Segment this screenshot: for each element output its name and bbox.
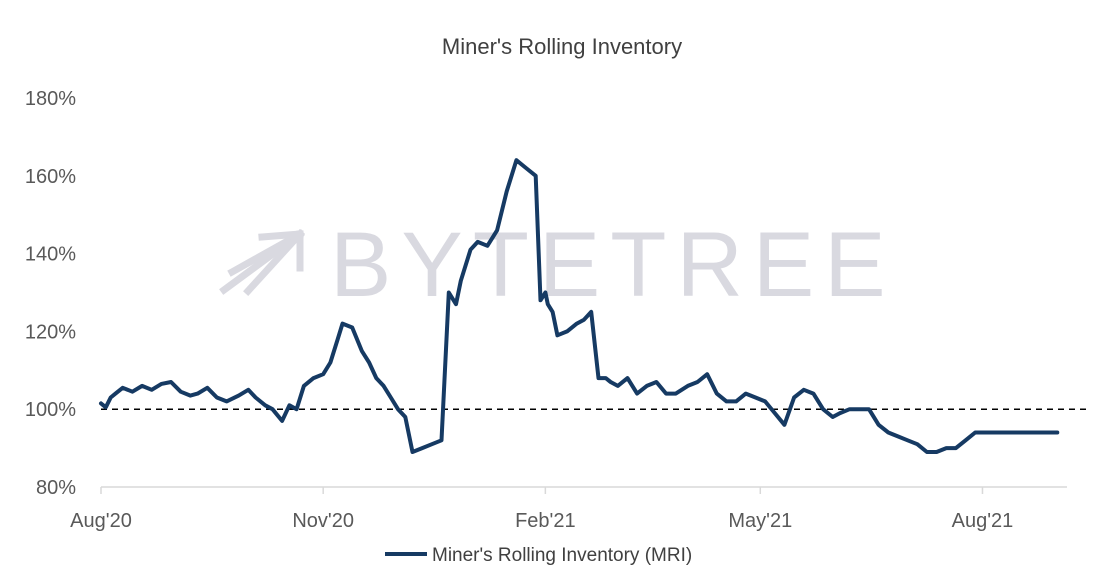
series-line-mri: [99, 158, 1060, 454]
chart-title: Miner's Rolling Inventory: [442, 34, 682, 59]
y-axis: 80% 100% 120% 140% 160% 180%: [25, 88, 76, 499]
legend: Miner's Rolling Inventory (MRI): [385, 545, 692, 566]
y-tick-label: 140%: [25, 244, 76, 266]
x-axis: Aug'20 Nov'20 Feb'21 May'21 Aug'21: [70, 486, 1067, 532]
y-tick-label: 160%: [25, 166, 76, 188]
x-tick-label: May'21: [728, 510, 792, 532]
x-tick-label: Aug'20: [70, 510, 132, 532]
x-tick-label: Aug'21: [952, 510, 1014, 532]
legend-label: Miner's Rolling Inventory (MRI): [432, 545, 692, 566]
y-tick-label: 100%: [25, 399, 76, 421]
x-tick-label: Nov'20: [292, 510, 354, 532]
y-tick-label: 80%: [36, 477, 76, 499]
series-group: [99, 158, 1060, 454]
y-tick-label: 180%: [25, 88, 76, 110]
y-tick-label: 120%: [25, 321, 76, 343]
x-tick-label: Feb'21: [515, 510, 576, 532]
watermark-text: BYTETREE: [330, 214, 896, 316]
watermark-logo-icon: [219, 229, 305, 296]
watermark: BYTETREE: [219, 214, 896, 316]
